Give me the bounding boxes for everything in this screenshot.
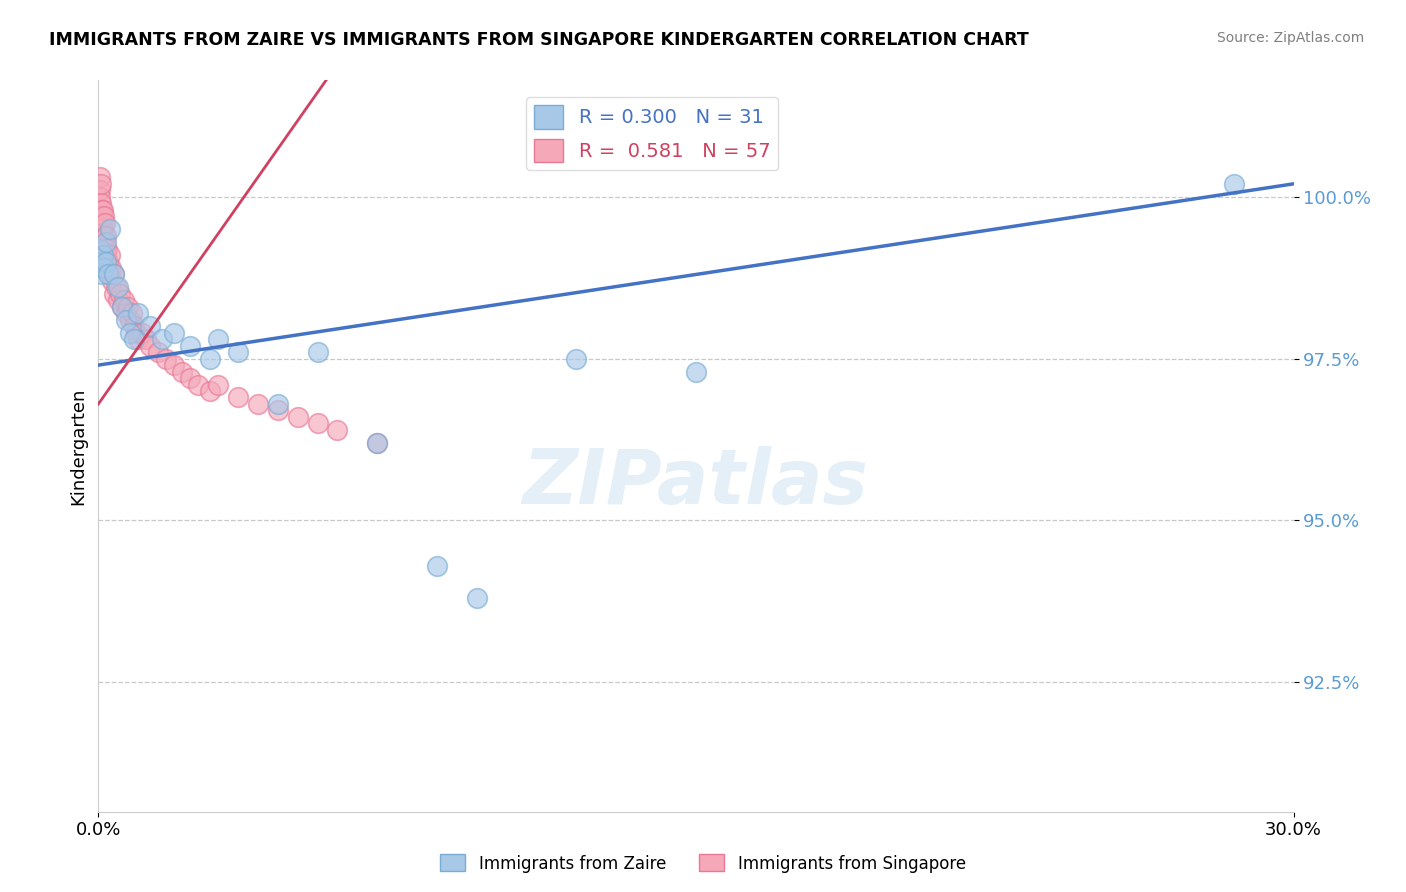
Point xyxy=(93,209,115,223)
Point xyxy=(93,228,115,243)
Point xyxy=(103,268,125,282)
Point xyxy=(98,248,121,262)
Point xyxy=(139,339,162,353)
Point xyxy=(91,222,114,236)
Point xyxy=(179,339,201,353)
Point xyxy=(89,183,111,197)
Point xyxy=(107,280,129,294)
Point xyxy=(115,306,138,320)
Point xyxy=(115,312,138,326)
Point xyxy=(124,319,146,334)
Point xyxy=(1223,177,1246,191)
Point xyxy=(148,345,170,359)
Point xyxy=(107,293,129,308)
Point xyxy=(94,242,117,256)
Point xyxy=(90,196,112,211)
Point xyxy=(267,403,290,417)
Point xyxy=(246,397,269,411)
Point xyxy=(120,312,142,326)
Point xyxy=(685,365,707,379)
Point xyxy=(139,319,162,334)
Point xyxy=(267,397,290,411)
Point xyxy=(91,216,114,230)
Point xyxy=(120,326,142,340)
Point xyxy=(90,202,112,217)
Point xyxy=(226,391,249,405)
Text: ZIPatlas: ZIPatlas xyxy=(523,446,869,519)
Point xyxy=(93,235,115,249)
Point xyxy=(125,326,148,340)
Point xyxy=(96,254,118,268)
Point xyxy=(135,332,157,346)
Point xyxy=(366,435,388,450)
Point xyxy=(94,228,117,243)
Point xyxy=(103,268,125,282)
Point xyxy=(91,202,114,217)
Point xyxy=(124,332,146,346)
Point xyxy=(90,254,112,268)
Point xyxy=(198,351,221,366)
Point xyxy=(307,345,329,359)
Point xyxy=(97,254,120,268)
Point xyxy=(90,177,112,191)
Point xyxy=(89,190,111,204)
Point xyxy=(155,351,177,366)
Point xyxy=(366,435,388,450)
Point xyxy=(207,377,229,392)
Point xyxy=(89,170,111,185)
Point xyxy=(96,242,118,256)
Point xyxy=(127,306,149,320)
Point xyxy=(97,260,120,275)
Point xyxy=(91,268,114,282)
Legend: Immigrants from Zaire, Immigrants from Singapore: Immigrants from Zaire, Immigrants from S… xyxy=(433,847,973,880)
Point xyxy=(207,332,229,346)
Point xyxy=(187,377,209,392)
Point xyxy=(307,417,329,431)
Point xyxy=(91,248,114,262)
Point xyxy=(112,293,135,308)
Point xyxy=(163,358,186,372)
Point xyxy=(172,365,194,379)
Point xyxy=(117,300,139,314)
Text: Source: ZipAtlas.com: Source: ZipAtlas.com xyxy=(1216,31,1364,45)
Point xyxy=(110,286,132,301)
Point xyxy=(111,300,134,314)
Point xyxy=(98,268,122,282)
Point xyxy=(94,235,117,249)
Point xyxy=(103,286,125,301)
Point xyxy=(94,216,117,230)
Point xyxy=(326,423,349,437)
Point xyxy=(111,300,134,314)
Point xyxy=(179,371,201,385)
Point xyxy=(97,268,120,282)
Point xyxy=(565,351,588,366)
Point xyxy=(121,306,143,320)
Point xyxy=(426,558,449,573)
Point xyxy=(105,280,128,294)
Point xyxy=(98,222,122,236)
Point xyxy=(226,345,249,359)
Point xyxy=(89,242,111,256)
Text: IMMIGRANTS FROM ZAIRE VS IMMIGRANTS FROM SINGAPORE KINDERGARTEN CORRELATION CHAR: IMMIGRANTS FROM ZAIRE VS IMMIGRANTS FROM… xyxy=(49,31,1029,49)
Point xyxy=(93,260,115,275)
Point xyxy=(150,332,173,346)
Point xyxy=(96,254,118,268)
Point xyxy=(198,384,221,398)
Legend: R = 0.300   N = 31, R =  0.581   N = 57: R = 0.300 N = 31, R = 0.581 N = 57 xyxy=(526,97,779,170)
Point xyxy=(163,326,186,340)
Point xyxy=(91,209,114,223)
Point xyxy=(100,260,122,275)
Point xyxy=(287,409,309,424)
Point xyxy=(131,326,153,340)
Y-axis label: Kindergarten: Kindergarten xyxy=(69,387,87,505)
Point xyxy=(94,248,117,262)
Point xyxy=(127,332,149,346)
Point xyxy=(101,274,124,288)
Point xyxy=(465,591,488,606)
